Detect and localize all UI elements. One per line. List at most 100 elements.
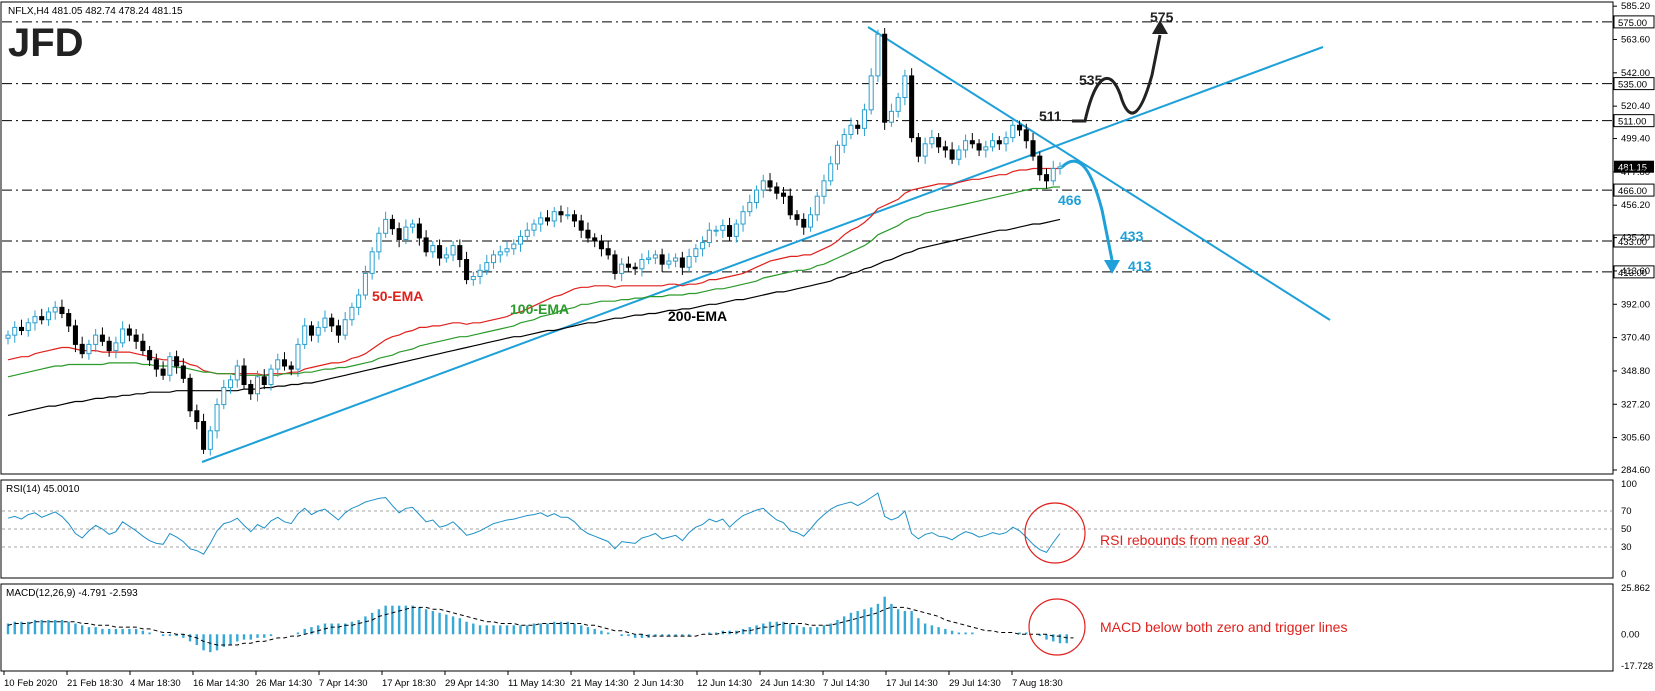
candle-bull <box>470 275 476 281</box>
x-tick-label: 7 Aug 18:30 <box>1012 678 1063 689</box>
last-price-box <box>1614 160 1654 173</box>
candle-bear <box>59 306 65 315</box>
candle-bull <box>814 195 820 216</box>
candle-bull <box>673 257 679 262</box>
price-tick-label: 499.40 <box>1621 134 1650 145</box>
candle-bear <box>457 245 463 261</box>
candle-bull <box>902 75 908 98</box>
candle-bull <box>700 242 706 250</box>
candle-bear <box>140 340 146 352</box>
price-tick-label: 284.60 <box>1621 465 1650 476</box>
ema-line-200-ema <box>7 218 1061 416</box>
price-tick-label: 585.20 <box>1621 1 1650 12</box>
ema-lines <box>7 167 1061 416</box>
horizontal-levels: 575.00 535.00 511.00 466.00 433.00 413.00 481.… <box>2 15 1655 279</box>
candle-bear <box>335 325 341 336</box>
level-box <box>1613 183 1655 197</box>
candle-bull <box>531 223 537 231</box>
candle-bull <box>652 254 658 259</box>
candle-bull <box>963 140 969 151</box>
rsi-tick-label: 70 <box>1621 506 1632 517</box>
candle-bull <box>86 343 92 355</box>
candle-bull <box>895 96 901 112</box>
candle-bear <box>288 365 294 370</box>
candle-bear <box>1017 124 1023 131</box>
candle-bear <box>571 214 577 222</box>
candle-bear <box>625 263 631 268</box>
price-tick-label: 392.00 <box>1621 299 1650 310</box>
candle-bull <box>167 356 173 376</box>
last-price-label: 481.15 <box>1618 163 1647 174</box>
level-box <box>1613 234 1655 248</box>
x-tick-label: 16 Mar 14:30 <box>193 678 249 689</box>
candle-bear <box>976 143 982 151</box>
candle-bull <box>430 245 436 253</box>
candle-bear <box>180 365 186 379</box>
candle-bear <box>969 140 975 145</box>
macd-signal-line <box>7 606 1074 646</box>
rsi-line <box>7 492 1061 555</box>
candle-bull <box>295 343 301 370</box>
candle-bear <box>558 211 564 216</box>
forecast-paths <box>1060 20 1168 274</box>
candle-bull <box>356 294 362 308</box>
ema-line-100-ema <box>7 186 1060 378</box>
rsi-tick-label: 50 <box>1621 524 1632 535</box>
x-tick-label: 24 Jun 14:30 <box>760 678 815 689</box>
candle-bear <box>153 359 159 370</box>
candle-bull <box>450 245 456 256</box>
candle-bull <box>861 109 867 129</box>
candle-bear <box>632 266 638 270</box>
candle-bear <box>39 316 45 321</box>
candle-bear <box>308 325 314 336</box>
candle-bull <box>1003 137 1009 145</box>
candle-bear <box>72 325 78 345</box>
candle-bear <box>133 334 139 342</box>
candle-bull <box>875 33 881 77</box>
candle-bull <box>403 226 409 240</box>
rsi-tick-label: 0 <box>1621 569 1626 580</box>
candle-bull <box>497 251 503 256</box>
candle-bull <box>517 235 524 245</box>
candle-bear <box>464 259 470 281</box>
candle-bull <box>834 144 840 165</box>
level-box <box>1613 77 1655 91</box>
price-tick-label: 413.60 <box>1621 266 1650 277</box>
level-box <box>1613 265 1655 279</box>
candle-bear <box>794 214 800 220</box>
candle-bull <box>32 316 38 324</box>
candle-bear <box>592 237 598 242</box>
candle-bull <box>693 248 699 257</box>
macd-panel-frame <box>0 583 1614 672</box>
candle-bull <box>538 217 544 225</box>
price-tick-label: 542.00 <box>1621 68 1650 79</box>
candle-bull <box>45 311 51 321</box>
candle-bull <box>524 229 530 237</box>
candle-bull <box>990 140 996 148</box>
x-tick-label: 29 Apr 14:30 <box>445 678 499 689</box>
candle-bull <box>983 146 989 151</box>
candle-bull <box>93 334 99 345</box>
x-tick-label: 11 May 14:30 <box>508 678 565 689</box>
candle-bull <box>754 189 760 203</box>
x-tick-label: 10 Feb 2020 <box>4 678 57 689</box>
candle-bull <box>1050 167 1056 182</box>
candle-bull <box>646 257 652 261</box>
candle-bear <box>396 228 402 240</box>
candle-bull <box>1010 124 1016 139</box>
candle-bear <box>423 237 429 253</box>
candle-bull <box>639 259 645 270</box>
level-box <box>1613 15 1655 29</box>
level-box-label: 511.00 <box>1618 117 1646 128</box>
candle-bear <box>598 240 604 250</box>
bearish-forecast-path <box>1060 159 1114 261</box>
candle-bull <box>807 214 814 228</box>
candle-bear <box>915 137 921 157</box>
candle-bear <box>605 248 611 256</box>
price-tick-label: 456.20 <box>1621 200 1650 211</box>
candle-bear <box>106 340 112 352</box>
macd-highlight-circle <box>1028 598 1086 656</box>
ema100-label: 100-EMA <box>510 301 569 317</box>
candle-bear <box>389 218 395 230</box>
